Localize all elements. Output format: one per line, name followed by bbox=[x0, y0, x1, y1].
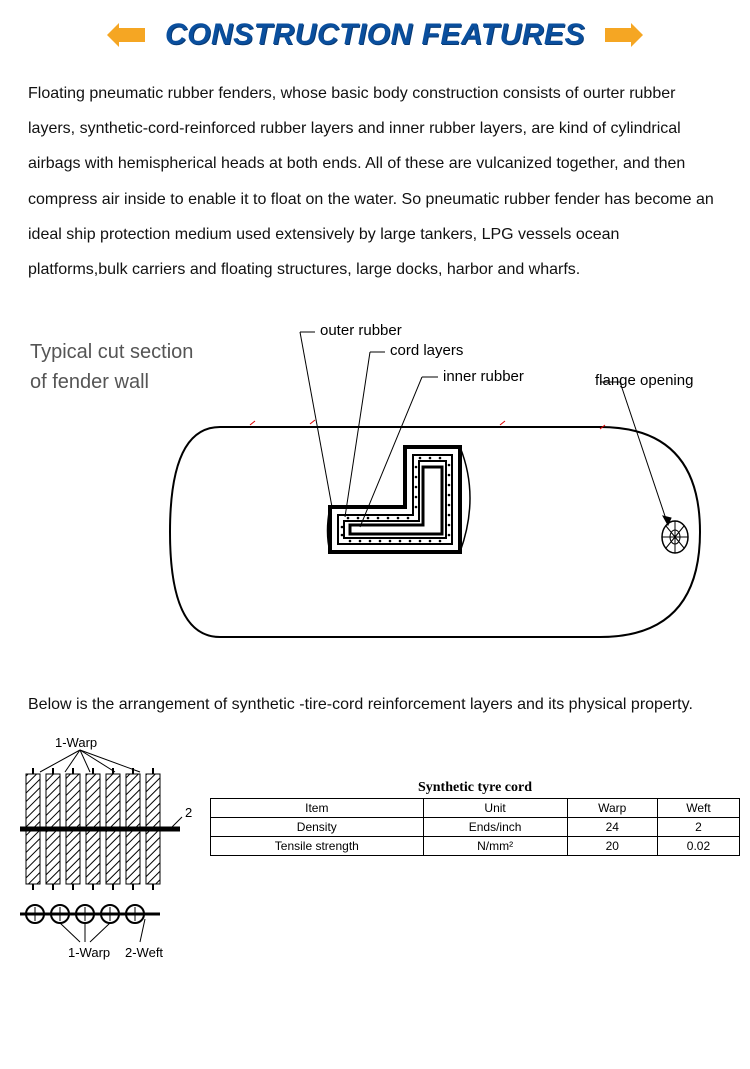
cell: 2 bbox=[657, 818, 739, 837]
fender-cut-section-diagram: Typical cut section of fender wall bbox=[0, 287, 750, 687]
arrow-right-icon bbox=[605, 28, 633, 42]
col-warp: Warp bbox=[567, 799, 657, 818]
lower-section: 1-Warp bbox=[0, 722, 750, 992]
table-row: Tensile strength N/mm² 20 0.02 bbox=[211, 837, 740, 856]
cell: 24 bbox=[567, 818, 657, 837]
diagram1-caption-l2: of fender wall bbox=[30, 371, 149, 393]
col-unit: Unit bbox=[423, 799, 567, 818]
label-1-warp-bottom: 1-Warp bbox=[68, 945, 110, 960]
cell: Density bbox=[211, 818, 424, 837]
col-item: Item bbox=[211, 799, 424, 818]
label-2-weft-bottom: 2-Weft bbox=[125, 945, 163, 960]
cell: Ends/inch bbox=[423, 818, 567, 837]
cutaway-layers bbox=[328, 447, 471, 552]
cell: 20 bbox=[567, 837, 657, 856]
label-1-warp-top: 1-Warp bbox=[55, 735, 97, 750]
flange-opening-icon bbox=[662, 521, 688, 553]
label-flange-opening: flange opening bbox=[595, 372, 693, 389]
cord-table-wrap: Synthetic tyre cord Item Unit Warp Weft … bbox=[210, 732, 740, 856]
label-cord-layers: cord layers bbox=[390, 342, 463, 359]
table-header-row: Item Unit Warp Weft bbox=[211, 799, 740, 818]
label-outer-rubber: outer rubber bbox=[320, 322, 402, 339]
page-title: CONSTRUCTION FEATURES bbox=[165, 18, 585, 52]
label-inner-rubber: inner rubber bbox=[443, 368, 524, 385]
label-2-side: 2 bbox=[185, 805, 192, 820]
col-weft: Weft bbox=[657, 799, 739, 818]
table-row: Density Ends/inch 24 2 bbox=[211, 818, 740, 837]
cell: N/mm² bbox=[423, 837, 567, 856]
page-header: CONSTRUCTION FEATURES bbox=[0, 0, 750, 66]
warp-weft-diagram: 1-Warp bbox=[10, 732, 200, 962]
synthetic-tyre-cord-table: Item Unit Warp Weft Density Ends/inch 24… bbox=[210, 798, 740, 856]
fender-svg: outer rubber cord layers inner rubber fl… bbox=[160, 297, 740, 697]
cell: Tensile strength bbox=[211, 837, 424, 856]
intro-paragraph: Floating pneumatic rubber fenders, whose… bbox=[0, 66, 750, 287]
arrow-left-icon bbox=[117, 28, 145, 42]
table-title: Synthetic tyre cord bbox=[210, 780, 740, 798]
cell: 0.02 bbox=[657, 837, 739, 856]
